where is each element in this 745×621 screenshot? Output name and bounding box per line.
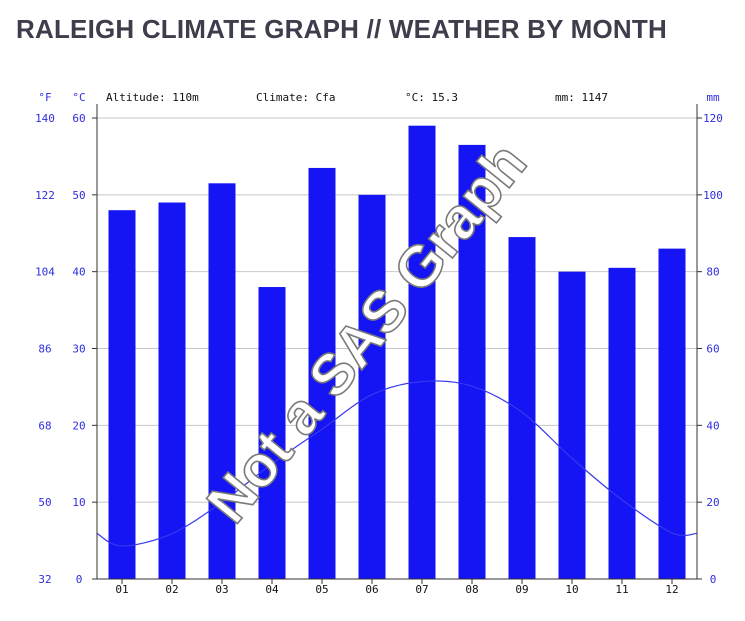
month-label-09: 09 xyxy=(515,583,528,596)
mm-tick-label: 80 xyxy=(706,266,719,279)
precipitation-bar-08 xyxy=(458,144,486,579)
celsius-tick-label: 10 xyxy=(72,496,85,509)
mm-tick-label: 20 xyxy=(706,496,719,509)
axis-unit-mm: mm xyxy=(706,91,720,104)
precipitation-bar-09 xyxy=(508,237,536,579)
mm-tick-label: 0 xyxy=(710,573,717,586)
mm-tick-label: 120 xyxy=(703,112,723,125)
precipitation-bar-06 xyxy=(358,194,386,580)
info-precipitation: mm: 1147 xyxy=(555,91,608,104)
precipitation-bar-11 xyxy=(608,267,636,579)
month-label-01: 01 xyxy=(115,583,128,596)
month-label-12: 12 xyxy=(665,583,678,596)
precipitation-bar-02 xyxy=(158,202,186,579)
celsius-tick-label: 30 xyxy=(72,343,85,356)
month-label-11: 11 xyxy=(615,583,628,596)
fahrenheit-tick-label: 50 xyxy=(38,496,51,509)
fahrenheit-tick-label: 86 xyxy=(38,343,51,356)
month-label-02: 02 xyxy=(165,583,178,596)
info-altitude: Altitude: 110m xyxy=(106,91,199,104)
precipitation-bar-03 xyxy=(208,183,236,579)
precipitation-bar-12 xyxy=(658,248,686,579)
celsius-tick-label: 40 xyxy=(72,266,85,279)
celsius-tick-label: 50 xyxy=(72,189,85,202)
fahrenheit-tick-label: 32 xyxy=(38,573,51,586)
axis-unit-celsius: °C xyxy=(72,91,85,104)
precipitation-bar-10 xyxy=(558,271,586,579)
axis-unit-fahrenheit: °F xyxy=(38,91,51,104)
month-label-05: 05 xyxy=(315,583,328,596)
month-label-10: 10 xyxy=(565,583,578,596)
fahrenheit-tick-label: 68 xyxy=(38,419,51,432)
precipitation-bar-04 xyxy=(258,287,286,579)
grid-lines xyxy=(97,117,697,503)
mm-tick-label: 60 xyxy=(706,343,719,356)
month-label-04: 04 xyxy=(265,583,279,596)
month-label-06: 06 xyxy=(365,583,378,596)
precipitation-bar-01 xyxy=(108,210,136,579)
fahrenheit-tick-label: 104 xyxy=(35,266,55,279)
axes xyxy=(92,104,702,584)
month-label-08: 08 xyxy=(465,583,478,596)
info-climate: Climate: Cfa xyxy=(256,91,335,104)
temperature-line-path xyxy=(96,380,698,547)
mm-tick-label: 40 xyxy=(706,419,719,432)
precipitation-bar-07 xyxy=(408,125,436,579)
temperature-line xyxy=(96,380,698,547)
fahrenheit-tick-label: 122 xyxy=(35,189,55,202)
celsius-tick-label: 20 xyxy=(72,419,85,432)
month-label-07: 07 xyxy=(415,583,428,596)
celsius-tick-label: 60 xyxy=(72,112,85,125)
precipitation-bars xyxy=(108,125,686,580)
mm-tick-label: 100 xyxy=(703,189,723,202)
tick-labels: 3250688610412214001020304050600204060801… xyxy=(35,112,723,596)
precipitation-bar-05 xyxy=(308,167,336,580)
fahrenheit-tick-label: 140 xyxy=(35,112,55,125)
month-label-03: 03 xyxy=(215,583,228,596)
page-title: RALEIGH CLIMATE GRAPH // WEATHER BY MONT… xyxy=(16,14,667,44)
celsius-tick-label: 0 xyxy=(76,573,83,586)
info-temperature: °C: 15.3 xyxy=(405,91,458,104)
